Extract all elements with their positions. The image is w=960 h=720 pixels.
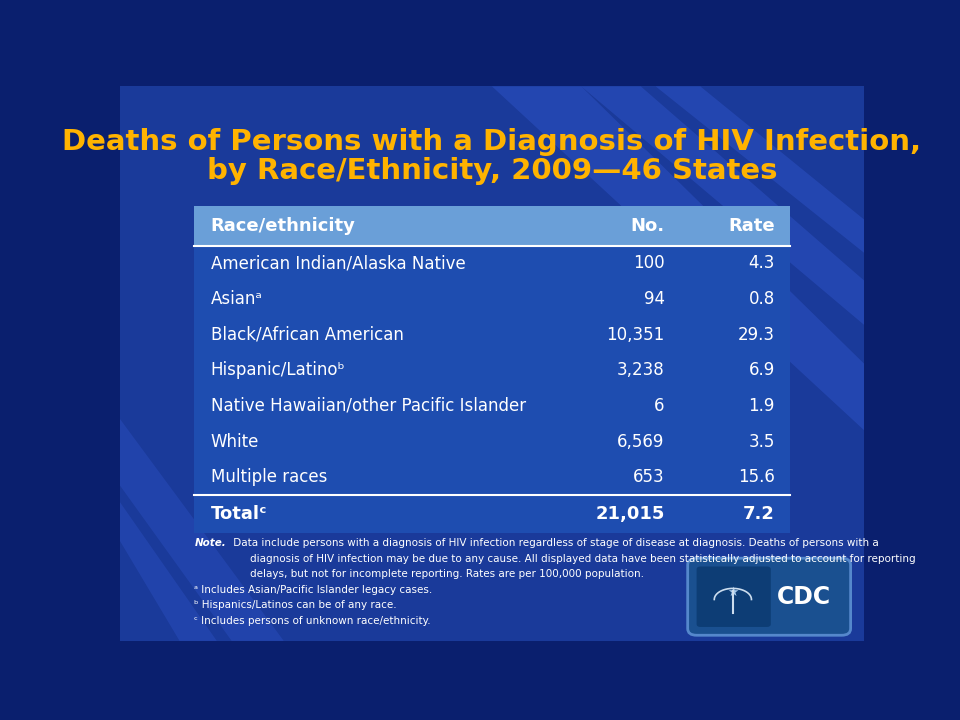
- Text: 3.5: 3.5: [749, 433, 775, 451]
- FancyBboxPatch shape: [112, 81, 872, 647]
- Text: Rate: Rate: [728, 217, 775, 235]
- Text: ᵃ Includes Asian/Pacific Islander legacy cases.: ᵃ Includes Asian/Pacific Islander legacy…: [194, 585, 433, 595]
- Text: 0.8: 0.8: [749, 290, 775, 308]
- Text: diagnosis of HIV infection may be due to any cause. All displayed data have been: diagnosis of HIV infection may be due to…: [251, 554, 916, 564]
- Text: by Race/Ethnicity, 2009—46 States: by Race/Ethnicity, 2009—46 States: [206, 157, 778, 184]
- Text: American Indian/Alaska Native: American Indian/Alaska Native: [211, 254, 466, 272]
- Text: Native Hawaiian/other Pacific Islander: Native Hawaiian/other Pacific Islander: [211, 397, 526, 415]
- Text: ★: ★: [728, 586, 738, 599]
- FancyBboxPatch shape: [194, 246, 789, 495]
- Text: 29.3: 29.3: [737, 325, 775, 343]
- Text: Hispanic/Latinoᵇ: Hispanic/Latinoᵇ: [211, 361, 346, 379]
- Text: delays, but not for incomplete reporting. Rates are per 100,000 population.: delays, but not for incomplete reporting…: [251, 570, 644, 580]
- Text: 4.3: 4.3: [749, 254, 775, 272]
- Text: 6,569: 6,569: [617, 433, 664, 451]
- Text: White: White: [211, 433, 259, 451]
- Text: 6.9: 6.9: [749, 361, 775, 379]
- Polygon shape: [492, 86, 864, 430]
- FancyBboxPatch shape: [194, 206, 789, 246]
- Text: 1.9: 1.9: [749, 397, 775, 415]
- Text: 10,351: 10,351: [607, 325, 664, 343]
- Text: Deaths of Persons with a Diagnosis of HIV Infection,: Deaths of Persons with a Diagnosis of HI…: [62, 128, 922, 156]
- Polygon shape: [120, 503, 217, 641]
- Text: 100: 100: [633, 254, 664, 272]
- Text: 6: 6: [654, 397, 664, 415]
- Polygon shape: [656, 86, 864, 253]
- Text: ᵇ Hispanics/Latinos can be of any race.: ᵇ Hispanics/Latinos can be of any race.: [194, 600, 397, 611]
- Text: 653: 653: [633, 468, 664, 486]
- Polygon shape: [581, 86, 864, 325]
- Text: 7.2: 7.2: [743, 505, 775, 523]
- Text: Black/African American: Black/African American: [211, 325, 403, 343]
- Text: 3,238: 3,238: [617, 361, 664, 379]
- Text: Note.: Note.: [194, 539, 227, 548]
- Text: No.: No.: [631, 217, 664, 235]
- Text: Asianᵃ: Asianᵃ: [211, 290, 263, 308]
- Text: 21,015: 21,015: [595, 505, 664, 523]
- FancyBboxPatch shape: [194, 495, 789, 533]
- Polygon shape: [120, 419, 284, 641]
- FancyBboxPatch shape: [687, 558, 851, 635]
- FancyBboxPatch shape: [697, 567, 771, 627]
- Text: ᶜ Includes persons of unknown race/ethnicity.: ᶜ Includes persons of unknown race/ethni…: [194, 616, 431, 626]
- Text: Race/ethnicity: Race/ethnicity: [211, 217, 355, 235]
- Text: 94: 94: [643, 290, 664, 308]
- Text: Multiple races: Multiple races: [211, 468, 327, 486]
- Text: CDC: CDC: [777, 585, 831, 608]
- Text: 15.6: 15.6: [738, 468, 775, 486]
- Text: Data include persons with a diagnosis of HIV infection regardless of stage of di: Data include persons with a diagnosis of…: [230, 539, 878, 548]
- Text: Totalᶜ: Totalᶜ: [211, 505, 267, 523]
